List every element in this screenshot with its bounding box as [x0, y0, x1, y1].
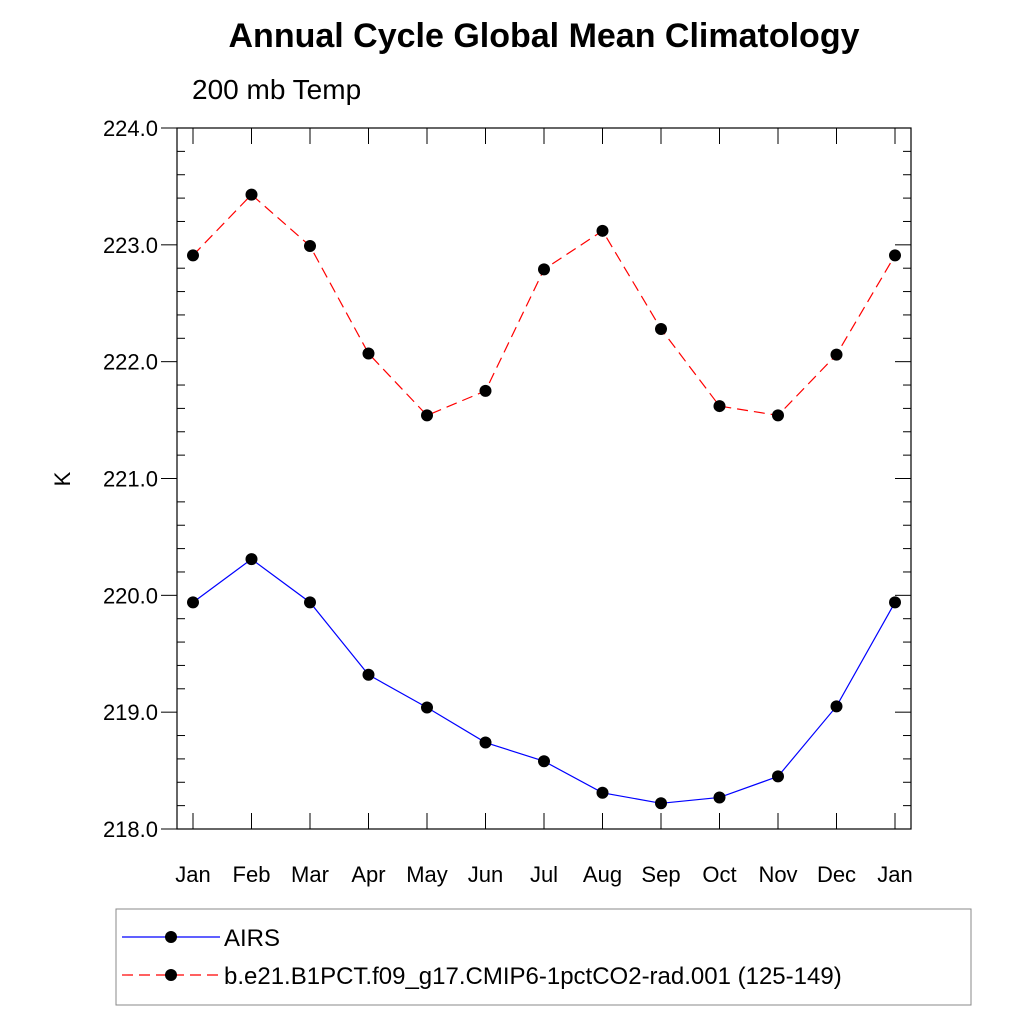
x-tick-label: Sep [641, 862, 680, 887]
legend-label: b.e21.B1PCT.f09_g17.CMIP6-1pctCO2-rad.00… [224, 963, 842, 990]
data-point [245, 553, 258, 566]
x-tick-label: Feb [233, 862, 271, 887]
data-point [304, 596, 316, 609]
x-tick-label: May [406, 862, 448, 887]
data-point [304, 240, 316, 253]
data-point [538, 263, 550, 276]
data-point [830, 700, 843, 713]
x-tick-label: Jan [175, 862, 210, 887]
data-point [596, 224, 609, 237]
y-tick-label: 221.0 [103, 467, 158, 492]
y-tick-label: 223.0 [103, 233, 158, 258]
series-layer [187, 188, 901, 810]
data-point [889, 596, 901, 609]
x-tick-label: Jul [530, 862, 558, 887]
data-point [772, 770, 784, 783]
data-point [772, 409, 784, 422]
chart-title: Annual Cycle Global Mean Climatology [229, 17, 860, 55]
data-point [187, 596, 199, 609]
x-tick-label: Aug [583, 862, 622, 887]
chart-subtitle: 200 mb Temp [192, 74, 361, 105]
series-line-1 [192, 193, 896, 417]
x-tick-label: Jan [877, 862, 912, 887]
y-tick-label: 220.0 [103, 583, 158, 608]
data-point [421, 409, 433, 422]
data-point [362, 668, 375, 681]
plot-frame [176, 127, 912, 830]
legend-marker [165, 931, 177, 943]
data-point [421, 701, 433, 714]
data-point [596, 786, 609, 799]
data-point [655, 322, 667, 335]
data-point [245, 188, 258, 201]
legend-box [115, 908, 972, 1006]
data-point [362, 347, 375, 360]
data-point [479, 736, 492, 749]
x-tick-label: Nov [758, 862, 797, 887]
data-point [538, 755, 550, 768]
data-point [889, 249, 901, 262]
data-point [830, 348, 843, 361]
axis-ticks: Jan Feb Mar Apr May Jun Jul Aug Sep Oct Nov Dec Jan 2… [103, 116, 913, 887]
legend-marker [165, 969, 177, 981]
x-tick-label: Mar [291, 862, 329, 887]
y-tick-label: 218.0 [103, 817, 158, 842]
x-tick-label: Dec [817, 862, 856, 887]
x-tick-label: Oct [702, 862, 736, 887]
data-point [479, 384, 492, 397]
legend-label: AIRS [224, 925, 280, 952]
y-tick-label: 222.0 [103, 350, 158, 375]
data-point [187, 249, 199, 262]
y-axis-label: K [50, 471, 75, 486]
data-point [713, 400, 726, 413]
y-tick-label: 219.0 [103, 700, 158, 725]
data-point [655, 797, 667, 810]
x-tick-label: Apr [351, 862, 385, 887]
data-point [713, 791, 726, 804]
legend: AIRS b.e21.B1PCT.f09_g17.CMIP6-1pctCO2-ra… [115, 908, 972, 1006]
y-tick-label: 224.0 [103, 116, 158, 141]
x-tick-label: Jun [468, 862, 503, 887]
